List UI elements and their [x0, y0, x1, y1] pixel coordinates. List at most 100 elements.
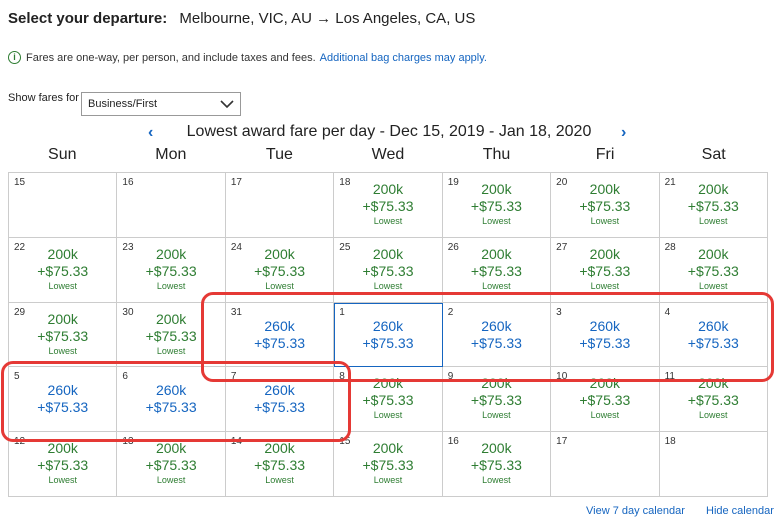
hide-calendar-link[interactable]: Hide calendar: [706, 505, 774, 517]
fare-miles: 200k: [698, 375, 729, 392]
calendar-day-cell[interactable]: 25 200k +$75.33 Lowest: [334, 237, 443, 303]
fare-tax: +$75.33: [470, 262, 522, 279]
day-number: 10: [556, 371, 568, 383]
fare-miles: 200k: [372, 375, 404, 392]
fare-price: 260k +$75.33: [334, 318, 441, 352]
calendar-day-cell[interactable]: 10 200k +$75.33 Lowest: [551, 367, 660, 433]
fare-tax: +$75.33: [687, 334, 739, 351]
fare-miles: 200k: [481, 375, 512, 392]
calendar-day-cell[interactable]: 30 200k +$75.33 Lowest: [117, 302, 226, 368]
fare-miles: 200k: [47, 245, 78, 262]
calendar-day-cell[interactable]: 31 260k +$75.33: [225, 302, 335, 368]
day-number: 1: [339, 306, 345, 318]
lowest-label: Lowest: [48, 345, 77, 356]
fare-tax: +$75.33: [37, 399, 89, 416]
day-number: 28: [664, 241, 676, 253]
calendar-day-cell[interactable]: 24 200k +$75.33 Lowest: [225, 237, 335, 303]
fare-tax: +$75.33: [362, 392, 414, 409]
fare-miles: 200k: [264, 440, 295, 457]
view-7-day-calendar-link[interactable]: View 7 day calendar: [586, 505, 685, 517]
lowest-label: Lowest: [373, 280, 403, 291]
calendar-day-cell[interactable]: 15: [9, 173, 118, 238]
calendar-day-cell[interactable]: 17: [225, 173, 335, 238]
lowest-label: Lowest: [699, 216, 728, 226]
lowest-label: Lowest: [156, 280, 186, 291]
fare-price: 260k +$75.33: [660, 318, 767, 352]
calendar-day-cell[interactable]: 12 200k +$75.33 Lowest: [9, 432, 118, 497]
day-number: 5: [14, 371, 20, 383]
weekday-sat: Sat: [701, 146, 726, 163]
day-number: 6: [122, 371, 128, 383]
calendar-day-cell[interactable]: 28 200k +$75.33 Lowest: [659, 237, 768, 303]
fare-notice-text: Fares are one-way, per person, and inclu…: [26, 51, 316, 64]
lowest-label: Lowest: [482, 475, 511, 486]
fare-price: 200k +$75.33 Lowest: [226, 440, 333, 486]
calendar-day-cell[interactable]: 15 200k +$75.33 Lowest: [334, 432, 443, 497]
fare-class-value: Business/First: [88, 98, 158, 110]
fare-price: 260k +$75.33: [226, 382, 333, 416]
lowest-label: Lowest: [482, 410, 511, 421]
info-icon: i: [8, 51, 21, 64]
fare-price: 200k +$75.33 Lowest: [334, 375, 441, 421]
calendar-day-cell[interactable]: 27 200k +$75.33 Lowest: [551, 237, 660, 303]
calendar-day-cell[interactable]: 22 200k +$75.33 Lowest: [9, 237, 118, 303]
day-number: 18: [339, 177, 351, 188]
calendar-day-cell[interactable]: 6 260k +$75.33: [117, 367, 226, 433]
calendar-day-cell[interactable]: 1 260k +$75.33: [334, 302, 443, 368]
calendar-day-cell[interactable]: 17: [551, 432, 660, 497]
calendar-day-cell[interactable]: 11 200k +$75.33 Lowest: [659, 367, 768, 433]
calendar-day-cell[interactable]: 2 260k +$75.33: [442, 302, 552, 368]
day-number: 7: [230, 371, 237, 383]
calendar-day-cell[interactable]: 14 200k +$75.33 Lowest: [225, 432, 335, 497]
bag-charges-link[interactable]: Additional bag charges may apply.: [319, 51, 487, 64]
day-number: 2: [447, 306, 454, 318]
fare-price: 200k +$75.33 Lowest: [334, 440, 441, 486]
lowest-label: Lowest: [482, 216, 511, 226]
fare-miles: 200k: [372, 245, 404, 262]
prev-month-button[interactable]: ‹: [148, 124, 154, 141]
fare-tax: +$75.33: [579, 334, 631, 351]
day-number: 18: [664, 436, 676, 448]
calendar-day-cell[interactable]: 7 260k +$75.33: [225, 367, 335, 433]
calendar-day-cell[interactable]: 23 200k +$75.33 Lowest: [117, 237, 226, 303]
fare-tax: +$75.33: [254, 334, 306, 351]
fare-tax: +$75.33: [37, 457, 89, 474]
calendar-day-cell[interactable]: 4 260k +$75.33: [659, 302, 768, 368]
calendar-day-cell[interactable]: 8 200k +$75.33 Lowest: [334, 367, 443, 433]
calendar-day-cell[interactable]: 5 260k +$75.33: [9, 367, 118, 433]
fare-miles: 200k: [372, 440, 404, 457]
calendar-day-cell[interactable]: 3 260k +$75.33: [551, 302, 660, 368]
calendar-day-cell[interactable]: 13 200k +$75.33 Lowest: [117, 432, 226, 497]
fare-price: 200k +$75.33 Lowest: [226, 246, 333, 292]
calendar-day-cell[interactable]: 18: [659, 432, 768, 497]
next-month-button[interactable]: ›: [621, 124, 627, 141]
fare-price: 260k +$75.33: [551, 318, 658, 352]
fare-tax: +$75.33: [254, 262, 306, 279]
day-number: 22: [14, 241, 26, 253]
calendar-day-cell[interactable]: 16: [117, 173, 226, 238]
calendar-day-cell[interactable]: 19 200k +$75.33 Lowest: [442, 173, 552, 238]
calendar-day-cell[interactable]: 21 200k +$75.33 Lowest: [659, 173, 768, 238]
calendar-day-cell[interactable]: 20 200k +$75.33 Lowest: [551, 173, 660, 238]
day-number: 25: [339, 241, 351, 253]
day-number: 16: [122, 177, 134, 188]
weekday-wed: Wed: [371, 146, 405, 163]
fare-tax: +$75.33: [579, 198, 631, 214]
calendar-day-cell[interactable]: 29 200k +$75.33 Lowest: [9, 302, 118, 368]
fare-class-select[interactable]: Business/First: [81, 92, 241, 116]
calendar-day-cell[interactable]: 9 200k +$75.33 Lowest: [442, 367, 552, 433]
day-number: 9: [447, 371, 454, 383]
departure-header: Select your departure: Melbourne, VIC, A…: [8, 10, 475, 27]
weekday-sun: Sun: [48, 146, 77, 163]
weekday-tue: Tue: [265, 146, 293, 163]
fare-price: 200k +$75.33 Lowest: [660, 246, 767, 292]
fare-tax: +$75.33: [687, 392, 739, 409]
calendar-day-cell[interactable]: 18 200k +$75.33 Lowest: [334, 173, 443, 238]
day-number: 30: [122, 306, 134, 318]
fare-tax: +$75.33: [145, 327, 197, 344]
lowest-label: Lowest: [590, 280, 620, 291]
calendar-day-cell[interactable]: 26 200k +$75.33 Lowest: [442, 237, 552, 303]
fare-tax: +$75.33: [470, 457, 522, 474]
calendar-day-cell[interactable]: 16 200k +$75.33 Lowest: [442, 432, 552, 497]
fare-price: 200k +$75.33 Lowest: [551, 375, 658, 421]
